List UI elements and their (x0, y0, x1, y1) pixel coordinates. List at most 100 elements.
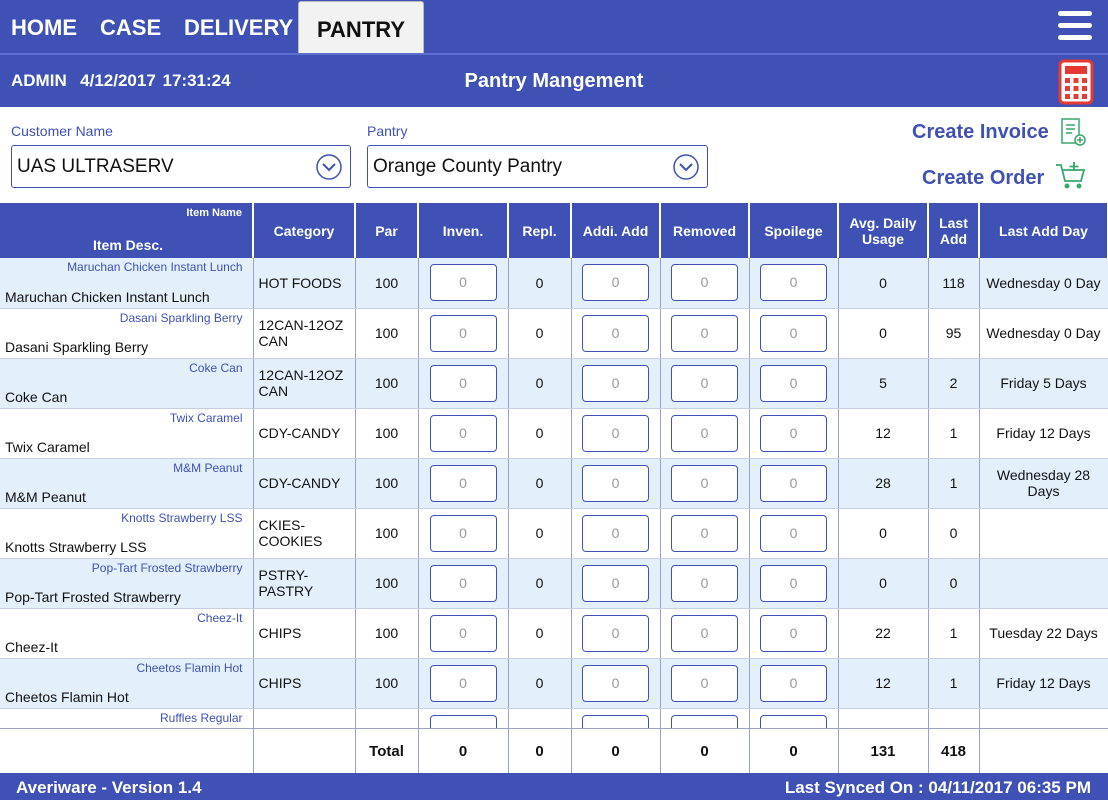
par-cell: 100 (355, 458, 419, 509)
removed-input[interactable]: 0 (671, 614, 738, 652)
addi-add-input[interactable]: 0 (582, 464, 649, 502)
item-cell: M&M Peanut M&M Peanut (0, 458, 254, 509)
addi-add-cell: 0 (571, 358, 661, 409)
avg-daily-usage-cell: 0 (838, 558, 929, 609)
removed-cell: 0 (660, 308, 750, 359)
inven-input[interactable]: 0 (429, 314, 497, 352)
customer-select[interactable]: UAS ULTRASERV (11, 145, 351, 188)
addi-add-input[interactable]: 0 (582, 264, 649, 302)
removed-cell: 0 (660, 658, 750, 709)
nav-tab[interactable]: HOME (11, 15, 77, 40)
inven-input[interactable]: 0 (429, 664, 497, 702)
removed-input[interactable]: 0 (671, 464, 738, 502)
removed-input[interactable]: 0 (671, 364, 738, 402)
spoilege-cell: 0 (749, 658, 839, 709)
item-row: Coke Can Coke Can 12CAN-12OZ CAN 100 0 0 0 0 0 5 2… (0, 358, 1108, 409)
last-add-day-cell: Wednesday 0 Day (979, 258, 1108, 309)
column-header: Avg. Daily Usage (838, 203, 929, 258)
last-add-day-cell (979, 508, 1108, 559)
removed-input[interactable]: 0 (671, 414, 738, 452)
item-name: Knotts Strawberry LSS (121, 510, 243, 525)
category-cell: CDY-CANDY (253, 408, 356, 459)
item-desc: Knotts Strawberry LSS (5, 538, 147, 555)
total-value: 418 (928, 728, 980, 774)
item-cell: Dasani Sparkling Berry Dasani Sparkling B… (0, 308, 254, 359)
user: ADMIN (11, 71, 67, 90)
calculator-icon[interactable] (1058, 59, 1094, 105)
repl-cell: 0 (508, 708, 572, 728)
menu-icon[interactable] (1058, 10, 1094, 42)
addi-add-input[interactable]: 0 (582, 664, 649, 702)
inven-cell: 0 (418, 558, 509, 609)
item-desc: Coke Can (5, 388, 68, 405)
removed-input[interactable]: 0 (671, 664, 738, 702)
inven-input[interactable]: 0 (429, 714, 497, 728)
nav-tab[interactable]: CASE (100, 15, 162, 40)
item-name: M&M Peanut (173, 460, 243, 475)
pantry-select[interactable]: Orange County Pantry (367, 145, 708, 188)
inven-input[interactable]: 0 (429, 564, 497, 602)
inven-input[interactable]: 0 (429, 464, 497, 502)
addi-add-cell: 0 (571, 558, 661, 609)
item-row: Cheez-It Cheez-It CHIPS 100 0 0 0 0 0 22 1 Tuesday … (0, 608, 1108, 659)
spoilege-input[interactable]: 0 (760, 364, 827, 402)
spoilege-input[interactable]: 0 (760, 464, 827, 502)
removed-input[interactable]: 0 (671, 514, 738, 552)
par-cell: 100 (355, 558, 419, 609)
spoilege-input[interactable]: 0 (760, 414, 827, 452)
inven-input[interactable]: 0 (429, 264, 497, 302)
cart-icon[interactable] (1054, 160, 1088, 192)
addi-add-input[interactable]: 0 (582, 564, 649, 602)
spoilege-input[interactable]: 0 (760, 514, 827, 552)
addi-add-cell: 0 (571, 608, 661, 659)
addi-add-input[interactable]: 0 (582, 364, 649, 402)
inven-input[interactable]: 0 (429, 514, 497, 552)
item-desc: M&M Peanut (5, 488, 86, 505)
column-header: Repl. (508, 203, 572, 258)
addi-add-input[interactable]: 0 (582, 714, 649, 728)
nav-tab[interactable]: DELIVERY (184, 15, 294, 40)
avg-daily-usage-cell: 11 (838, 708, 929, 728)
addi-add-input[interactable]: 0 (582, 414, 649, 452)
create-order[interactable]: Create Order (922, 167, 1045, 189)
last-add-day-cell: Wednesday 0 Day (979, 308, 1108, 359)
inven-input[interactable]: 0 (429, 364, 497, 402)
nav-bar: HOME CASE DELIVERY PANTRY (0, 0, 1108, 53)
last-add-cell: 1 (928, 608, 980, 659)
inven-cell: 0 (418, 308, 509, 359)
spoilege-input[interactable]: 0 (760, 314, 827, 352)
item-name: Maruchan Chicken Instant Lunch (67, 260, 243, 274)
avg-daily-usage-cell: 0 (838, 508, 929, 559)
item-name: Coke Can (189, 360, 243, 375)
removed-input[interactable]: 0 (671, 714, 738, 728)
spoilege-input[interactable]: 0 (760, 714, 827, 728)
repl-cell: 0 (508, 308, 572, 359)
addi-add-input[interactable]: 0 (582, 514, 649, 552)
inven-input[interactable]: 0 (429, 414, 497, 452)
spoilege-cell: 0 (749, 358, 839, 409)
item-desc: Cheetos Flamin Hot (5, 688, 129, 705)
spoilege-input[interactable]: 0 (760, 264, 827, 302)
nav-tab[interactable]: PANTRY (298, 1, 424, 53)
last-add-cell: 1 (928, 458, 980, 509)
removed-input[interactable]: 0 (671, 564, 738, 602)
spoilege-input[interactable]: 0 (760, 614, 827, 652)
category-cell: CHIPS (253, 708, 356, 728)
addi-add-input[interactable]: 0 (582, 314, 649, 352)
removed-input[interactable]: 0 (671, 264, 738, 302)
inven-input[interactable]: 0 (429, 614, 497, 652)
invoice-icon[interactable] (1059, 117, 1087, 147)
avg-daily-usage-cell: 12 (838, 658, 929, 709)
create-invoice[interactable]: Create Invoice (912, 121, 1049, 143)
total-value: 0 (749, 728, 839, 774)
item-desc: Pop-Tart Frosted Strawberry (5, 588, 181, 605)
spoilege-input[interactable]: 0 (760, 664, 827, 702)
item-name-header: Item Name (186, 207, 242, 219)
category-cell: CDY-CANDY (253, 458, 356, 509)
last-add-cell: 2 (928, 358, 980, 409)
removed-input[interactable]: 0 (671, 314, 738, 352)
spoilege-input[interactable]: 0 (760, 564, 827, 602)
par-cell: 100 (355, 608, 419, 659)
repl-cell: 0 (508, 358, 572, 409)
addi-add-input[interactable]: 0 (582, 614, 649, 652)
